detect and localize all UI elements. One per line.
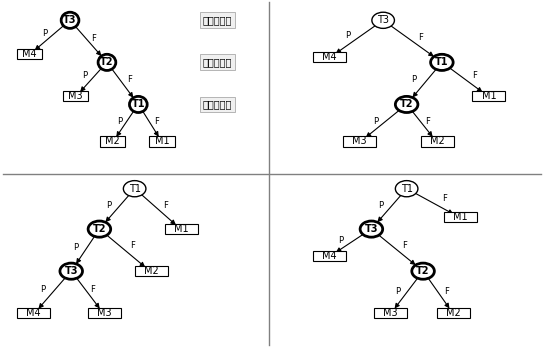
- Circle shape: [98, 54, 116, 70]
- Circle shape: [395, 96, 418, 112]
- Text: F: F: [154, 117, 159, 126]
- Text: M3: M3: [68, 91, 83, 101]
- Text: M4: M4: [322, 52, 336, 62]
- Text: M1: M1: [453, 212, 468, 222]
- Text: T2: T2: [400, 100, 413, 109]
- Text: M3: M3: [383, 308, 398, 318]
- Text: 第一步测试: 第一步测试: [203, 15, 232, 25]
- FancyBboxPatch shape: [63, 91, 89, 101]
- FancyBboxPatch shape: [100, 136, 126, 146]
- FancyBboxPatch shape: [444, 212, 477, 222]
- Circle shape: [412, 263, 434, 279]
- FancyBboxPatch shape: [437, 308, 470, 318]
- Text: F: F: [163, 201, 168, 210]
- Circle shape: [61, 12, 79, 28]
- Text: M3: M3: [353, 136, 367, 146]
- Text: F: F: [425, 117, 430, 126]
- Text: T1: T1: [400, 184, 413, 194]
- Text: P: P: [395, 287, 400, 296]
- Circle shape: [431, 54, 453, 70]
- Circle shape: [123, 181, 146, 197]
- FancyBboxPatch shape: [88, 308, 121, 318]
- Text: T3: T3: [65, 266, 78, 276]
- Text: P: P: [106, 201, 112, 210]
- FancyBboxPatch shape: [313, 251, 345, 261]
- Text: F: F: [472, 71, 477, 81]
- Circle shape: [395, 181, 418, 197]
- Text: M3: M3: [97, 308, 112, 318]
- FancyBboxPatch shape: [165, 224, 198, 234]
- Text: T1: T1: [128, 184, 141, 194]
- Text: M1: M1: [481, 91, 496, 101]
- Text: P: P: [118, 117, 122, 126]
- Text: F: F: [90, 285, 95, 294]
- Circle shape: [88, 221, 110, 237]
- Text: M1: M1: [155, 136, 170, 146]
- Circle shape: [129, 96, 147, 112]
- Text: T2: T2: [92, 224, 106, 234]
- Text: M2: M2: [105, 136, 120, 146]
- Text: P: P: [338, 236, 343, 245]
- Text: P: P: [82, 71, 88, 81]
- Text: P: P: [40, 285, 46, 294]
- Text: T1: T1: [132, 100, 145, 109]
- Text: 第三步测试: 第三步测试: [203, 100, 232, 109]
- Text: P: P: [374, 117, 379, 126]
- Text: M4: M4: [22, 49, 37, 59]
- FancyBboxPatch shape: [313, 52, 345, 62]
- Text: M2: M2: [144, 266, 158, 276]
- Text: F: F: [418, 33, 423, 42]
- Text: T1: T1: [435, 57, 449, 67]
- Text: P: P: [378, 201, 384, 210]
- Text: P: P: [411, 75, 416, 84]
- Text: T2: T2: [416, 266, 430, 276]
- FancyBboxPatch shape: [472, 91, 505, 101]
- Text: F: F: [127, 75, 132, 84]
- Circle shape: [360, 221, 382, 237]
- Text: M2: M2: [446, 308, 461, 318]
- Text: M4: M4: [26, 308, 41, 318]
- Text: F: F: [444, 287, 449, 296]
- FancyBboxPatch shape: [421, 136, 454, 146]
- Circle shape: [60, 263, 83, 279]
- Text: M2: M2: [430, 136, 444, 146]
- Text: F: F: [130, 242, 135, 251]
- Text: P: P: [345, 31, 350, 40]
- Text: F: F: [402, 242, 407, 251]
- FancyBboxPatch shape: [150, 136, 175, 146]
- FancyBboxPatch shape: [134, 266, 168, 276]
- Text: M1: M1: [174, 224, 189, 234]
- FancyBboxPatch shape: [374, 308, 406, 318]
- Text: T2: T2: [100, 57, 114, 67]
- Text: F: F: [442, 194, 447, 203]
- Text: T3: T3: [364, 224, 378, 234]
- Text: F: F: [91, 34, 96, 43]
- Text: P: P: [42, 29, 47, 38]
- Text: T3: T3: [63, 15, 77, 25]
- Circle shape: [372, 12, 394, 28]
- FancyBboxPatch shape: [17, 308, 50, 318]
- Text: 第二步测试: 第二步测试: [203, 57, 232, 67]
- FancyBboxPatch shape: [343, 136, 376, 146]
- Text: T3: T3: [377, 15, 389, 25]
- FancyBboxPatch shape: [16, 49, 42, 59]
- Text: M4: M4: [322, 251, 336, 261]
- Text: P: P: [73, 243, 78, 252]
